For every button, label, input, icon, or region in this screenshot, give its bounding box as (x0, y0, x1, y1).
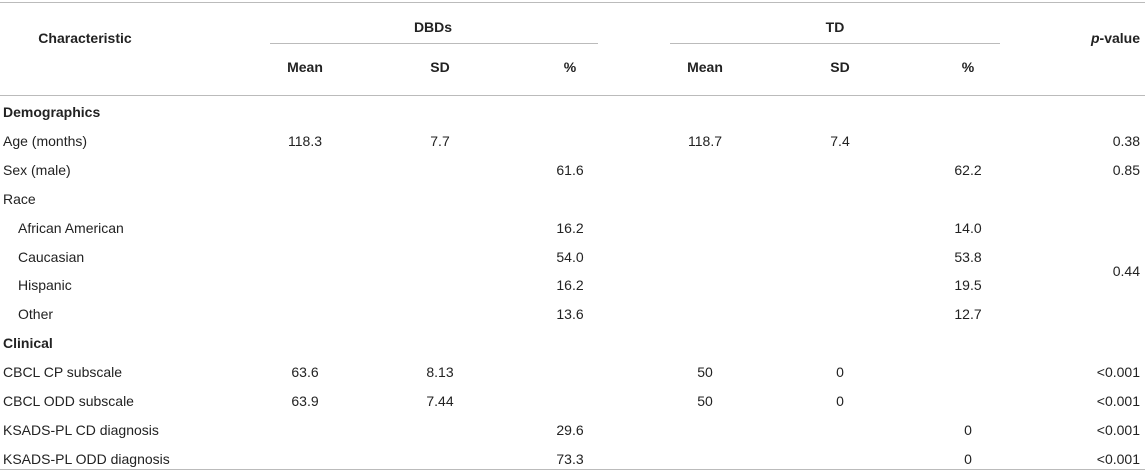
row-label: Sex (male) (3, 161, 71, 178)
column-header: Mean (287, 59, 323, 75)
cell: 0 (964, 421, 972, 438)
cell: 13.6 (556, 306, 584, 323)
cell: 63.9 (291, 393, 319, 409)
cell: 50 (697, 364, 713, 381)
cell: 14.0 (954, 219, 982, 236)
row-label: Hispanic (18, 277, 72, 294)
p-text: -value (1099, 30, 1140, 46)
cell: 7.7 (430, 132, 450, 149)
p-value: <0.001 (1096, 393, 1140, 409)
column-header: Characteristic (38, 30, 132, 46)
section-title: Clinical (3, 335, 53, 352)
cell: 0 (836, 393, 844, 409)
cell: 29.6 (556, 421, 584, 438)
column-header: SD (430, 59, 450, 75)
top-rule (0, 2, 1145, 3)
cell: 7.4 (830, 132, 850, 149)
group-header: DBDs (413, 19, 453, 35)
cell: 19.5 (954, 277, 982, 294)
column-header: % (563, 59, 577, 75)
p-value: 0.44 (1112, 262, 1140, 279)
row-label: KSADS-PL ODD diagnosis (3, 450, 170, 467)
cell: 73.3 (556, 450, 584, 467)
cell: 12.7 (954, 306, 982, 323)
group-rule (670, 43, 1000, 44)
p-value: 0.38 (1112, 132, 1140, 149)
cell: 118.7 (688, 132, 722, 149)
column-header: % (961, 59, 975, 75)
p-value: <0.001 (1096, 364, 1140, 381)
cell: 54.0 (556, 248, 584, 265)
column-header: SD (830, 59, 850, 75)
cell: 8.13 (426, 364, 454, 381)
cell: 50 (697, 393, 713, 409)
cell: 53.8 (954, 248, 982, 265)
group-rule (270, 43, 598, 44)
column-header: p-value (1091, 29, 1140, 47)
cell: 0 (964, 450, 972, 467)
row-label: KSADS-PL CD diagnosis (3, 421, 159, 438)
column-header: Mean (687, 59, 723, 75)
cell: 63.6 (291, 364, 319, 381)
row-label: African American (18, 219, 124, 236)
row-label: CBCL CP subscale (3, 364, 123, 381)
row-label: CBCL ODD subscale (3, 393, 134, 409)
p-value: <0.001 (1096, 421, 1140, 438)
row-label: Race (3, 190, 36, 207)
p-value: <0.001 (1096, 450, 1140, 467)
p-value: 0.85 (1112, 161, 1140, 178)
p-italic: p (1090, 30, 1100, 46)
cell: 62.2 (954, 161, 982, 178)
row-label: Age (months) (3, 132, 88, 149)
header-rule (0, 95, 1145, 96)
cell: 7.44 (426, 393, 454, 409)
cell: 61.6 (556, 161, 584, 178)
cell: 16.2 (556, 277, 584, 294)
cell: 118.3 (288, 132, 322, 149)
row-label: Other (18, 306, 54, 323)
cell: 0 (836, 364, 844, 381)
group-header: TD (825, 19, 845, 35)
row-label: Caucasian (18, 248, 85, 265)
section-title: Demographics (3, 104, 101, 120)
cell: 16.2 (556, 219, 584, 236)
